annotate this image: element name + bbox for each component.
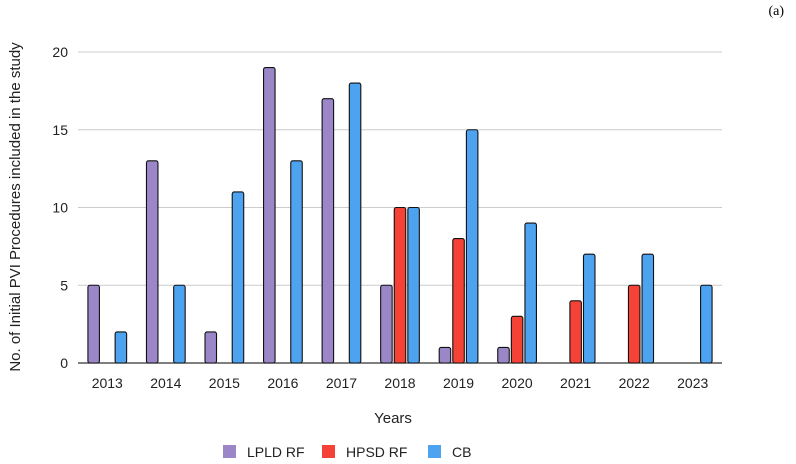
x-tick-label: 2019 (443, 375, 474, 391)
bar-cb-2014 (173, 284, 186, 364)
bar-lpld-rf-2020 (497, 346, 510, 364)
bar-cb-2019 (465, 129, 479, 364)
bar-cb-2016 (290, 160, 303, 364)
x-tick-label: 2022 (619, 375, 650, 391)
bar-lpld-rf-2013 (87, 284, 100, 364)
bar-cb-2017 (348, 82, 362, 364)
bar-cb-2021 (582, 253, 596, 364)
x-axis-title: Years (374, 410, 412, 427)
bar-lpld-rf-2016 (263, 67, 276, 364)
bars-group (87, 67, 713, 364)
x-tick-label: 2021 (560, 375, 591, 391)
panel-label: (a) (768, 4, 784, 19)
legend-label-cb: CB (452, 444, 471, 460)
bar-lpld-rf-2019 (438, 346, 452, 364)
x-tick-label: 2018 (384, 375, 415, 391)
x-tick-label: 2023 (677, 375, 708, 391)
y-tick-label: 0 (60, 355, 68, 371)
x-tick-label: 2014 (150, 375, 181, 391)
bar-cb-2018 (407, 206, 420, 364)
bar-lpld-rf-2018 (380, 284, 393, 364)
bar-lpld-rf-2014 (145, 160, 159, 364)
bar-hpsd-rf-2021 (569, 300, 582, 364)
bar-hpsd-rf-2020 (510, 315, 524, 364)
bar-lpld-rf-2017 (321, 98, 335, 364)
x-tick-label: 2020 (502, 375, 533, 391)
y-tick-label: 15 (52, 122, 68, 138)
y-tick-label: 10 (52, 200, 68, 216)
x-tick-label: 2017 (326, 375, 357, 391)
bar-hpsd-rf-2019 (452, 238, 465, 364)
legend-swatch-lpld-rf (223, 445, 236, 458)
y-axis-ticks: 0 5 10 15 20 (52, 44, 68, 371)
legend: LPLD RF HPSD RF CB (223, 444, 471, 460)
legend-swatch-cb (428, 445, 441, 458)
bar-lpld-rf-2015 (204, 331, 218, 364)
x-tick-label: 2013 (92, 375, 123, 391)
bar-cb-2013 (114, 331, 128, 364)
y-tick-label: 20 (52, 44, 68, 60)
x-tick-label: 2015 (209, 375, 240, 391)
legend-label-lpld-rf: LPLD RF (247, 444, 305, 460)
bar-cb-2023 (700, 284, 713, 364)
legend-swatch-hpsd-rf (322, 445, 335, 458)
x-tick-label: 2016 (267, 375, 298, 391)
legend-label-hpsd-rf: HPSD RF (346, 444, 407, 460)
bar-cb-2020 (524, 222, 537, 364)
bar-cb-2022 (641, 253, 655, 364)
bar-hpsd-rf-2018 (393, 206, 407, 364)
bar-cb-2015 (231, 191, 245, 364)
x-axis-ticks: 2013 2014 2015 2016 2017 2018 2019 2020 2021 2022… (92, 375, 709, 391)
y-axis-title: No. of Initial PVI Procedures included i… (7, 42, 24, 372)
bar-hpsd-rf-2022 (627, 284, 641, 364)
y-tick-label: 5 (60, 277, 68, 293)
